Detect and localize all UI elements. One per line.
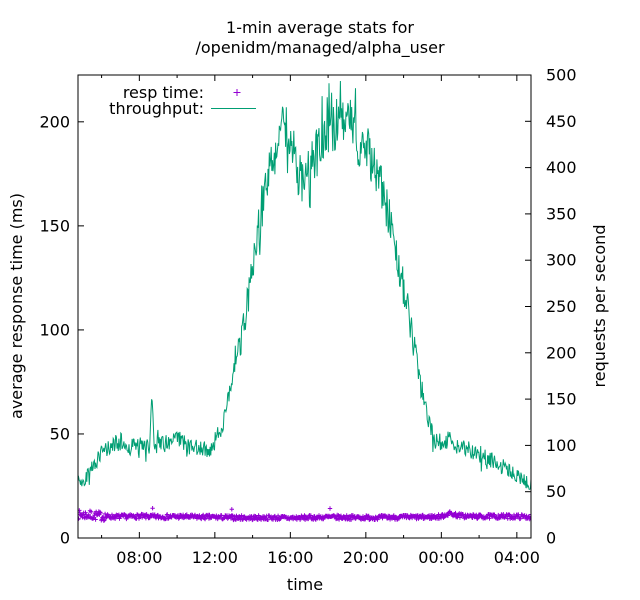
- y-left-tick-label: 200: [39, 112, 70, 131]
- y-right-tick-label: 450: [546, 112, 577, 131]
- y-right-tick-label: 350: [546, 204, 577, 223]
- legend-plus-marker-icon: [233, 89, 241, 96]
- legend-label-throughput: throughput:: [109, 99, 204, 118]
- x-axis-label: time: [287, 575, 323, 594]
- axis-ticks: [78, 74, 531, 539]
- x-tick-label: 04:00: [494, 548, 540, 567]
- legend: resp time: throughput:: [109, 83, 256, 118]
- y-left-tick-label: 0: [60, 529, 70, 548]
- axis-tick-labels: 08:00 12:00 16:00 20:00 00:00 04:00 0 50 100 150 2…: [39, 66, 576, 568]
- y-right-tick-label: 0: [546, 529, 556, 548]
- y-right-tick-label: 50: [546, 482, 566, 501]
- x-tick-label: 08:00: [116, 548, 162, 567]
- y-axis-left-label: average response time (ms): [7, 193, 26, 419]
- y-right-tick-label: 400: [546, 158, 577, 177]
- y-right-tick-label: 100: [546, 436, 577, 455]
- y-left-tick-label: 100: [39, 320, 70, 339]
- y-left-tick-label: 150: [39, 216, 70, 235]
- y-right-tick-label: 150: [546, 390, 577, 409]
- plot-border: [77, 74, 532, 539]
- y-left-tick-label: 50: [50, 424, 70, 443]
- x-tick-label: 16:00: [267, 548, 313, 567]
- y-right-tick-label: 200: [546, 343, 577, 362]
- y-axis-right-label: requests per second: [590, 225, 609, 388]
- x-tick-label: 20:00: [343, 548, 389, 567]
- throughput-series-line: [78, 80, 531, 490]
- y-right-tick-label: 300: [546, 251, 577, 270]
- x-tick-label: 00:00: [418, 548, 464, 567]
- y-right-tick-label: 500: [546, 66, 577, 85]
- resp-time-series-points: [78, 506, 531, 523]
- y-right-tick-label: 250: [546, 297, 577, 316]
- chart-title-line1: 1-min average stats for: [226, 18, 414, 37]
- legend-label-resp-time: resp time:: [123, 83, 204, 102]
- x-tick-label: 12:00: [192, 548, 238, 567]
- chart-title-line2: /openidm/managed/alpha_user: [195, 38, 444, 58]
